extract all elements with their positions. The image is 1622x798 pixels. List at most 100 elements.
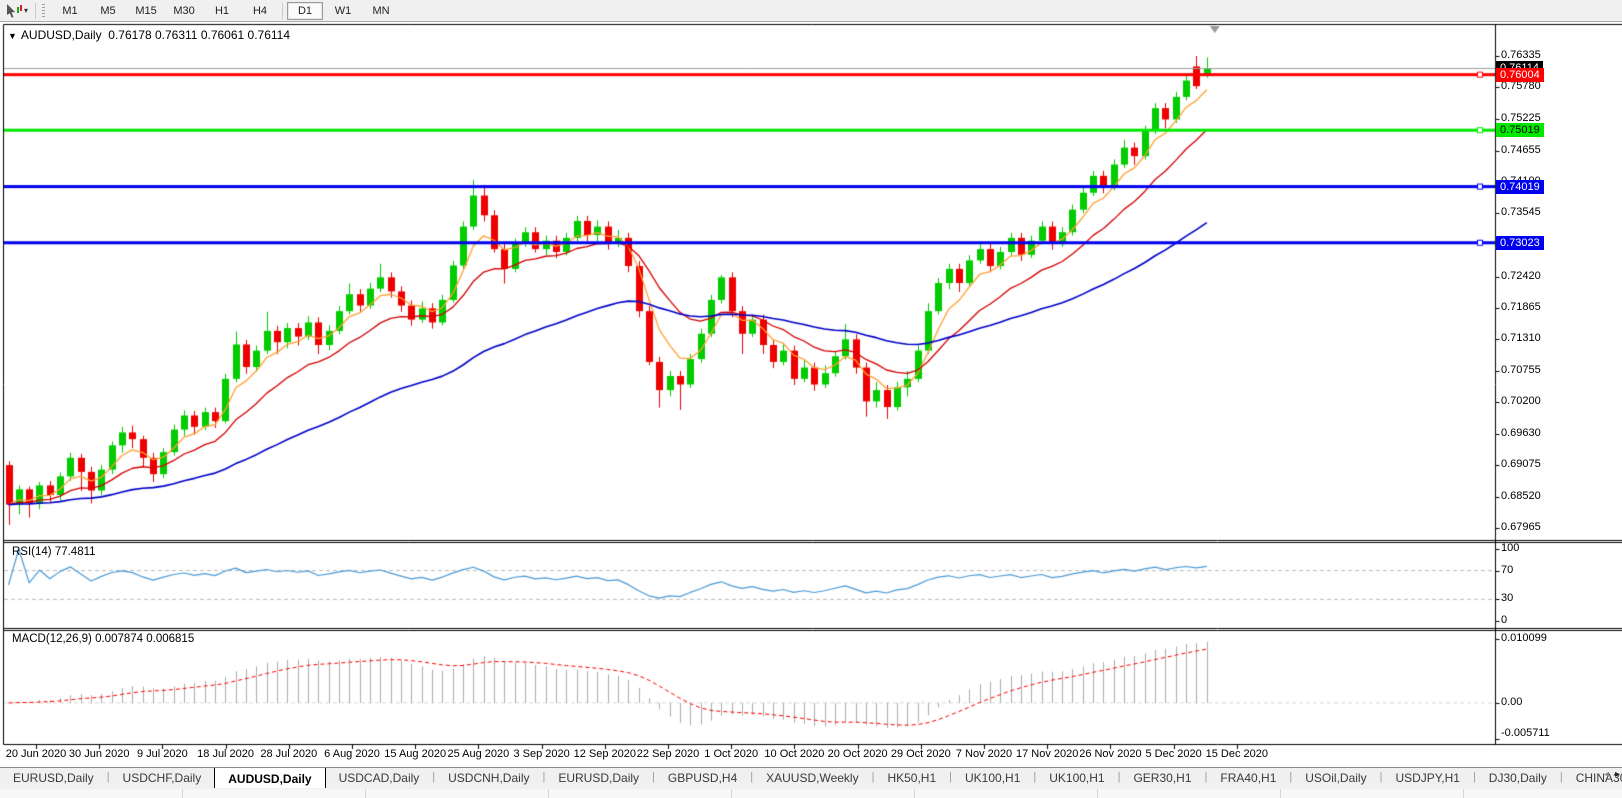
date-tick-label: 22 Sep 2020 <box>636 748 700 760</box>
date-tick-label: 5 Dec 2020 <box>1145 748 1202 760</box>
tab-audusd-daily[interactable]: AUDUSD,Daily <box>214 768 326 788</box>
tab-separator: | <box>1289 771 1293 783</box>
price-tick-label: 0.74655 <box>1501 143 1541 156</box>
statusbar-separator <box>1463 789 1464 798</box>
chart-symbol-label: AUDUSD,Daily <box>20 28 102 42</box>
price-tick-label: 0.73545 <box>1501 206 1541 219</box>
tab-scroll-right-icon[interactable]: ▸ <box>1614 769 1620 780</box>
tab-china300-h1[interactable]: CHINA300,H1 <box>1575 771 1622 785</box>
price-tick-label: 0.75225 <box>1501 111 1541 124</box>
tab-separator: | <box>750 771 754 783</box>
tab-uk100-h1[interactable]: UK100,H1 <box>1049 771 1105 785</box>
hline-price-badge: 0.75019 <box>1496 123 1544 138</box>
hline-price-badge: 0.73023 <box>1496 235 1544 250</box>
tab-hk50-h1[interactable]: HK50,H1 <box>887 771 937 785</box>
macd-tick-label: -0.005711 <box>1501 727 1550 739</box>
rsi-tick-label: 100 <box>1501 542 1520 554</box>
tab-separator: | <box>1117 771 1121 783</box>
date-tick-label: 1 Oct 2020 <box>704 748 759 760</box>
tab-usdcnh-daily[interactable]: USDCNH,Daily <box>448 771 530 785</box>
rsi-tick-label: 70 <box>1501 563 1514 576</box>
date-tick-label: 30 Jun 2020 <box>68 748 130 760</box>
tab-separator: | <box>652 771 655 783</box>
price-tick-label: 0.70200 <box>1501 394 1541 407</box>
timeframe-toolbar: ▾ M1 M5 M15 M30 H1 H4 D1 W1 MN <box>0 0 1622 22</box>
macd-tick-label: 0.00 <box>1501 695 1523 708</box>
timeframe-button-m15[interactable]: M15 <box>135 4 157 17</box>
price-tick-label: 0.69630 <box>1501 427 1541 440</box>
date-tick-label: 28 Jul 2020 <box>260 748 318 760</box>
date-tick-label: 9 Jul 2020 <box>137 748 188 760</box>
date-tick-label: 18 Jul 2020 <box>197 748 255 760</box>
toolbar-grip-handle[interactable] <box>42 3 46 18</box>
price-tick-label: 0.69075 <box>1501 458 1541 471</box>
date-tick-label: 15 Dec 2020 <box>1205 748 1268 760</box>
price-tick-label: 0.67965 <box>1501 521 1541 533</box>
tab-separator: | <box>1559 771 1563 783</box>
macd-tick-label: 0.010099 <box>1501 632 1547 644</box>
date-tick-label: 3 Sep 2020 <box>513 748 570 760</box>
tab-dj30-daily[interactable]: DJ30,Daily <box>1488 771 1547 785</box>
tab-separator: | <box>871 771 875 783</box>
timeframe-button-m30[interactable]: M30 <box>173 4 195 17</box>
timeframe-button-m1[interactable]: M1 <box>62 4 78 17</box>
hline-price-badge: 0.74019 <box>1496 179 1544 194</box>
date-tick-label: 26 Nov 2020 <box>1079 748 1142 760</box>
timeframe-button-m5[interactable]: M5 <box>100 4 116 17</box>
tab-separator: | <box>1033 771 1037 783</box>
timeframe-button-mn[interactable]: MN <box>372 4 390 17</box>
statusbar-separator <box>182 789 183 798</box>
tab-usdjpy-h1[interactable]: USDJPY,H1 <box>1395 771 1460 785</box>
timeframe-buttons: M1 M5 M15 M30 H1 H4 D1 W1 MN <box>51 1 400 20</box>
tab-separator: | <box>949 771 952 783</box>
rsi-label: RSI(14) 77.4811 <box>12 546 96 558</box>
tab-xauusd-weekly[interactable]: XAUUSD,Weekly <box>766 771 859 785</box>
date-tick-label: 15 Aug 2020 <box>384 748 447 760</box>
timeframe-button-w1[interactable]: W1 <box>334 4 352 17</box>
tab-separator: | <box>542 771 546 783</box>
statusbar-separator <box>1097 789 1098 798</box>
dropdown-arrow-icon[interactable]: ▾ <box>24 6 29 15</box>
statusbar-separator <box>365 789 366 798</box>
tab-gbpusd-h4[interactable]: GBPUSD,H4 <box>667 771 738 785</box>
statusbar-separator <box>548 789 549 798</box>
chart-ohlc-values: 0.76178 0.76311 0.76061 0.76114 <box>108 28 291 42</box>
tab-usdchf-daily[interactable]: USDCHF,Daily <box>122 771 202 785</box>
date-tick-label: 25 Aug 2020 <box>447 748 510 760</box>
tab-scroll-left-icon[interactable]: ◂ <box>1603 769 1609 780</box>
tab-eurusd-daily[interactable]: EURUSD,Daily <box>13 771 94 785</box>
collapse-arrow-icon[interactable]: ▼ <box>8 31 17 41</box>
chart-cursor-icon[interactable] <box>5 3 23 19</box>
tab-separator: | <box>432 771 436 783</box>
tab-uk100-h1[interactable]: UK100,H1 <box>965 771 1021 785</box>
timeframe-button-h1[interactable]: H1 <box>214 4 230 17</box>
price-tick-label: 0.68520 <box>1501 489 1541 502</box>
tab-separator: | <box>1472 771 1476 783</box>
tab-usoil-daily[interactable]: USOil,Daily <box>1305 771 1367 785</box>
tab-fra40-h1[interactable]: FRA40,H1 <box>1220 771 1277 785</box>
date-tick-label: 20 Oct 2020 <box>827 748 888 760</box>
tab-ger30-h1[interactable]: GER30,H1 <box>1133 771 1192 785</box>
tab-usdcad-daily[interactable]: USDCAD,Daily <box>338 771 420 785</box>
timeframe-button-h4[interactable]: H4 <box>252 4 268 17</box>
macd-label: MACD(12,26,9) 0.007874 0.006815 <box>12 633 195 645</box>
toolbar-separator <box>35 2 37 19</box>
tab-separator: | <box>1204 771 1208 783</box>
hline-price-badge: 0.76004 <box>1496 67 1544 82</box>
chart-tab-bar: EURUSD,Daily | USDCHF,Daily AUDUSD,Daily USD… <box>0 767 1622 789</box>
date-tick-label: 29 Oct 2020 <box>890 748 951 760</box>
statusbar-separator <box>914 789 915 798</box>
price-tick-label: 0.76335 <box>1501 49 1541 61</box>
price-tick-label: 0.75780 <box>1501 80 1541 93</box>
date-tick-label: 20 Jun 2020 <box>5 748 67 760</box>
tab-eurusd-daily[interactable]: EURUSD,Daily <box>558 771 640 785</box>
statusbar-separator <box>731 789 732 798</box>
status-bar <box>0 789 1622 798</box>
toolbar-separator <box>282 2 284 19</box>
price-tick-label: 0.71865 <box>1501 301 1541 314</box>
price-tick-label: 0.72420 <box>1501 269 1541 282</box>
date-tick-label: 6 Aug 2020 <box>324 748 380 760</box>
timeframe-button-d1[interactable]: D1 <box>287 1 324 20</box>
